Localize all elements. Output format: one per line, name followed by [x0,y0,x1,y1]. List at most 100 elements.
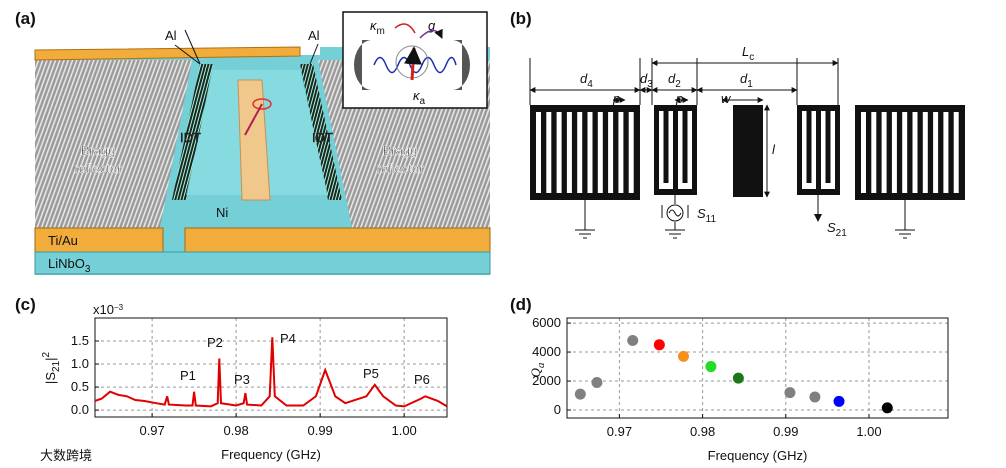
y-axis-label: |S21|2 [41,351,62,384]
d4-label: d4 [580,71,593,90]
peak-label: P2 [207,335,223,350]
d3-label-sub: 3 [647,79,653,90]
bragg-label: Bragg [383,143,418,158]
x-tick-label: 0.98 [690,424,715,439]
s21-label-main: S [827,220,836,235]
y-label-main: Q [528,367,543,377]
linbo-label-sub: 3 [85,264,91,275]
x-tick-label: 0.97 [139,423,164,438]
l-label: l [772,142,776,157]
s11-label-main: S [697,206,706,221]
peak-label: P4 [280,331,296,346]
p-label: p [612,91,620,106]
idt-label: IDT [180,130,201,145]
data-point [833,395,845,407]
d1-label-sub: 1 [747,79,753,90]
data-point [574,388,586,400]
lc-label-sub: c [749,52,754,63]
w-label: w [721,91,732,106]
s11-label-sub: 11 [706,214,717,225]
y-tick-label: 4000 [532,344,561,359]
y-label-part: |S [43,372,58,384]
x-axis-label: Frequency (GHz) [221,447,321,462]
data-point [591,376,603,388]
y-label-part: | [43,357,58,360]
data-point [653,339,665,351]
peak-label: P5 [363,366,379,381]
peak-label: P1 [180,368,196,383]
al-label: Al [165,28,177,43]
y-tick-label: 1.5 [71,333,89,348]
x-tick-label: 1.00 [856,424,881,439]
ni-label: Ni [216,205,228,220]
coupling-g: g [428,18,436,33]
panel-label: (a) [15,9,36,28]
x-tick-label: 0.99 [307,423,332,438]
kappa-a-sub: a [420,96,426,107]
kappa-m-main: κ [370,18,378,33]
data-point [784,387,796,399]
linbo-label: LiNbO3 [48,256,91,275]
peak-label: P3 [234,372,250,387]
s21-label: S21 [827,220,847,239]
al-label: Al [308,28,320,43]
kappa-m-sub: m [377,26,385,37]
d2-label-main: d [668,71,676,86]
watermark: 大数跨境 [40,448,92,463]
data-point [677,350,689,362]
s21-label-sub: 21 [836,228,848,239]
d1-label-main: d [740,71,748,86]
kappa-m: κm [370,18,385,37]
data-point [881,402,893,414]
data-point [627,334,639,346]
multiplier-exp: −3 [114,303,124,312]
y-tick-label: 1.0 [71,356,89,371]
x-tick-label: 0.99 [773,424,798,439]
bragg-label: reflector [75,161,123,176]
panel-label: (d) [510,295,532,314]
data-point [732,372,744,384]
x-tick-label: 0.97 [607,424,632,439]
device-schematic [34,11,491,275]
d4-label-main: d [580,71,588,86]
y-tick-label: 0 [554,402,561,417]
linbo-label-main: LiNbO [48,256,85,271]
y-tick-label: 6000 [532,315,561,330]
panel-label: (c) [15,295,36,314]
electrode-schematic [529,58,965,239]
idt-label: IDT [312,130,333,145]
x-tick-label: 0.98 [223,423,248,438]
lc-label-main: L [742,44,749,59]
y-tick-label: 0.5 [71,379,89,394]
panel-label: (b) [510,9,532,28]
d3-label-main: d [640,71,648,86]
y-axis-label: Qa [528,362,547,377]
p-label: p [675,91,683,106]
x-axis-label: Frequency (GHz) [708,448,808,463]
y-label-part: 21 [51,360,62,372]
d3-label: d3 [640,71,653,90]
y-label-sub: a [535,362,547,368]
d4-label-sub: 4 [587,79,593,90]
data-point [809,391,821,403]
bragg-label: reflector [377,161,425,176]
y-tick-label: 0.0 [71,402,89,417]
s11-label: S11 [697,206,716,225]
spectrum-line [94,337,448,408]
data-point [705,361,717,373]
lc-label: Lc [742,44,754,63]
peak-label: P6 [414,372,430,387]
d2-label-sub: 2 [675,79,681,90]
d1-label: d1 [740,71,753,90]
d2-label: d2 [668,71,681,90]
kappa-a: κa [413,88,426,107]
y-tick-label: 2000 [532,373,561,388]
x-tick-label: 1.00 [391,423,416,438]
bragg-label: Bragg [81,143,116,158]
kappa-a-main: κ [413,88,421,103]
multiplier: x10−3 [93,302,124,317]
tiau-label: Ti/Au [48,233,78,248]
multiplier-base: x10 [93,302,114,317]
y-label-part: 2 [41,351,52,357]
